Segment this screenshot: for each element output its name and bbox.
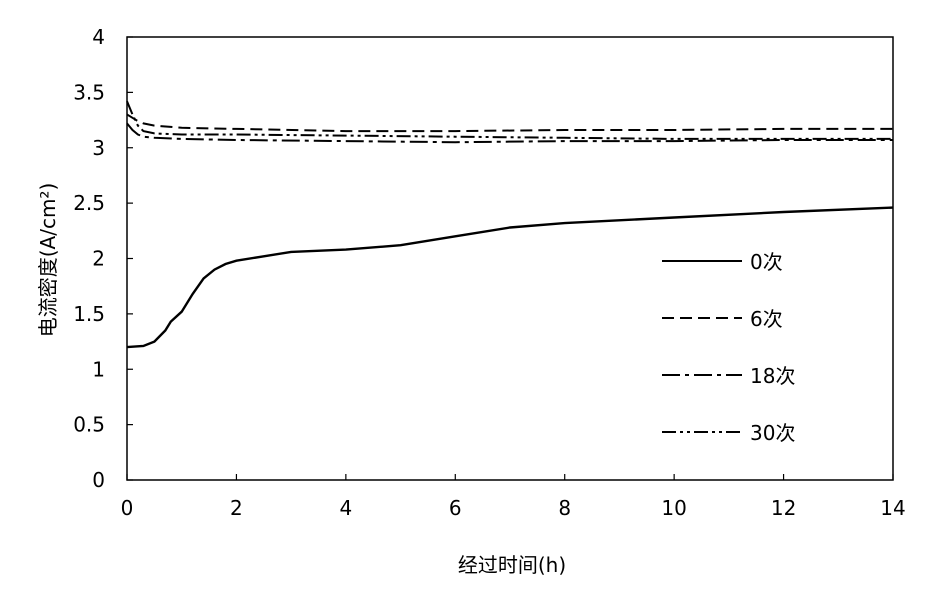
y-tick-label: 0.5 (73, 413, 105, 437)
y-axis-label: 电流密度(A/cm²) (36, 183, 60, 338)
y-tick-label: 2.5 (73, 191, 105, 215)
series-lines (126, 100, 894, 349)
series-line (126, 206, 894, 349)
x-tick-label: 4 (339, 496, 352, 520)
y-tick-label: 3.5 (73, 80, 105, 104)
series-line (126, 122, 893, 144)
x-axis-label: 经过时间(h) (458, 553, 566, 577)
x-tick-label: 12 (771, 496, 796, 520)
legend-label: 30次 (750, 421, 795, 445)
series-line (126, 100, 893, 140)
x-tick-label: 8 (558, 496, 571, 520)
x-tick-label: 6 (449, 496, 462, 520)
legend-label: 18次 (750, 364, 795, 388)
x-axis-ticks: 0 2 4 6 8 10 12 14 (121, 474, 906, 520)
y-axis-ticks: 0 0.5 1 1.5 2 2.5 3 3.5 4 (73, 25, 133, 492)
y-tick-label: 1.5 (73, 302, 105, 326)
legend-label: 0次 (750, 250, 783, 274)
y-tick-label: 4 (92, 25, 105, 49)
legend: 0次 6次 18次 30次 (662, 250, 795, 445)
series-line (126, 113, 893, 133)
legend-label: 6次 (750, 307, 783, 331)
y-tick-label: 0 (92, 468, 105, 492)
y-tick-label: 3 (92, 136, 105, 160)
x-tick-label: 2 (230, 496, 243, 520)
y-tick-label: 2 (92, 247, 105, 271)
x-tick-label: 14 (880, 496, 905, 520)
y-tick-label: 1 (92, 357, 105, 381)
x-tick-label: 0 (121, 496, 134, 520)
x-tick-label: 10 (661, 496, 686, 520)
